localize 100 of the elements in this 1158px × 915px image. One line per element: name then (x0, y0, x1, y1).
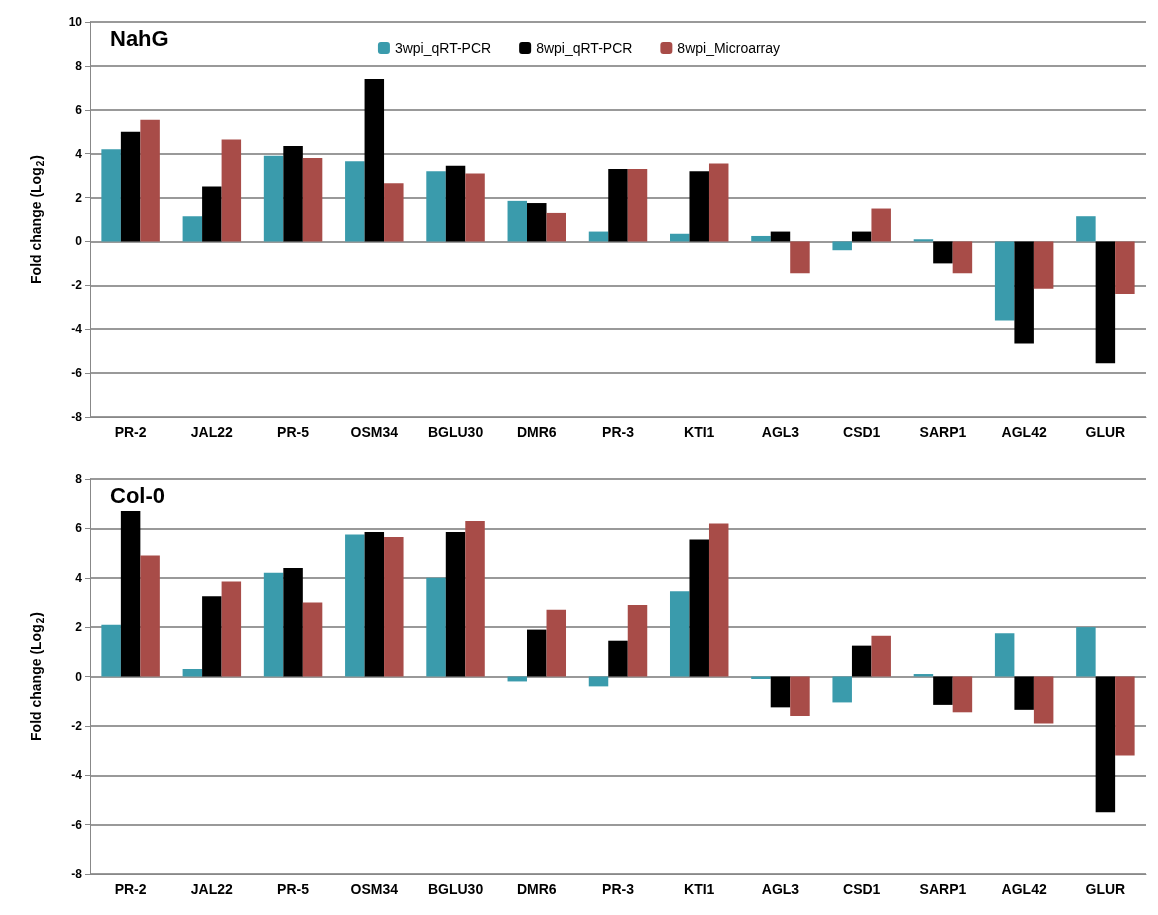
x-tick-label: PR-5 (277, 424, 310, 440)
x-tick-label: AGL42 (1001, 424, 1047, 440)
y-tick-label: 4 (75, 146, 83, 161)
x-tick-label: PR-3 (602, 881, 635, 897)
bar (445, 532, 466, 677)
x-tick-label: BGLU30 (427, 881, 484, 897)
bar (120, 131, 141, 242)
x-tick-label: SARP1 (919, 424, 967, 440)
bar (1115, 676, 1135, 756)
bar (302, 602, 323, 677)
bar (1076, 627, 1096, 677)
x-tick-label: OSM34 (350, 881, 399, 897)
y-tick-label: 0 (75, 234, 83, 249)
bar (384, 537, 404, 677)
bar (140, 119, 160, 242)
bar (627, 604, 648, 677)
bar (708, 523, 729, 677)
bar (283, 145, 303, 242)
bar (120, 511, 141, 677)
bar (445, 165, 466, 242)
bar (708, 163, 729, 242)
bar (1076, 216, 1096, 242)
y-tick-label: 10 (68, 15, 83, 29)
bar (627, 169, 648, 242)
bar (302, 158, 323, 242)
y-tick-label: 4 (75, 570, 83, 585)
y-tick-label: -4 (71, 768, 83, 783)
chart-title: NahG (110, 25, 169, 51)
y-tick-label: -2 (71, 278, 83, 293)
y-tick-label: -6 (71, 817, 83, 832)
bar (1014, 241, 1034, 344)
x-tick-label: SARP1 (919, 881, 967, 897)
x-tick-label: BGLU30 (427, 424, 484, 440)
y-axis-title: Fold change (Log2) (28, 155, 46, 284)
bar (384, 183, 404, 242)
y-tick-label: 2 (75, 190, 83, 205)
y-tick-label: 0 (75, 669, 83, 684)
bar (527, 203, 547, 242)
bar (994, 241, 1015, 321)
bar (689, 539, 709, 677)
x-tick-label: KTI1 (684, 881, 715, 897)
bar (101, 624, 121, 677)
y-tick-label: -8 (71, 867, 83, 881)
bar (465, 520, 485, 677)
bar (364, 532, 385, 677)
x-tick-label: GLUR (1085, 881, 1126, 897)
y-tick-label: 8 (75, 58, 83, 73)
bar (832, 676, 852, 703)
x-tick-label: DMR6 (516, 424, 557, 440)
x-tick-label: GLUR (1085, 424, 1126, 440)
bar (851, 645, 872, 677)
bar (933, 676, 953, 705)
bar (527, 629, 547, 677)
bar (608, 169, 628, 242)
x-tick-label: CSD1 (843, 881, 881, 897)
bar (1014, 676, 1034, 710)
bar (952, 241, 973, 274)
x-tick-label: PR-2 (114, 881, 147, 897)
bar (669, 591, 690, 677)
x-tick-label: JAL22 (190, 881, 234, 897)
y-tick-label: 6 (75, 102, 83, 117)
legend-label: 8wpi_qRT-PCR (536, 40, 633, 56)
bar (101, 149, 121, 242)
x-tick-label: AGL3 (761, 424, 800, 440)
bar (871, 208, 891, 242)
bar (871, 635, 891, 677)
y-axis-title: Fold change (Log2) (28, 612, 46, 741)
x-tick-label: AGL42 (1001, 881, 1047, 897)
x-tick-label: DMR6 (516, 881, 557, 897)
x-tick-label: AGL3 (761, 881, 800, 897)
bar (952, 676, 973, 713)
bar (283, 567, 303, 677)
bar (426, 171, 446, 242)
y-tick-label: -6 (71, 366, 83, 381)
x-tick-label: OSM34 (350, 424, 399, 440)
x-tick-label: KTI1 (684, 424, 715, 440)
bar (426, 577, 446, 677)
bar (465, 173, 485, 242)
chart-title: Col-0 (110, 482, 165, 508)
bar (1115, 241, 1135, 295)
bar (608, 640, 628, 677)
x-tick-label: PR-2 (114, 424, 147, 440)
x-tick-label: PR-3 (602, 424, 635, 440)
y-tick-label: 2 (75, 620, 83, 635)
bar (1033, 241, 1054, 289)
bar (933, 241, 953, 264)
bar (994, 633, 1015, 677)
bar (263, 572, 284, 677)
y-tick-label: 6 (75, 521, 83, 536)
legend-label: 3wpi_qRT-PCR (394, 40, 492, 56)
x-tick-label: JAL22 (190, 424, 234, 440)
bar (345, 534, 365, 677)
bar (202, 186, 222, 242)
x-tick-label: CSD1 (843, 424, 881, 440)
bar (1095, 676, 1116, 813)
bar (364, 79, 385, 242)
bar (913, 674, 934, 677)
bar (221, 139, 242, 242)
bar (221, 581, 242, 677)
bar (345, 161, 365, 242)
